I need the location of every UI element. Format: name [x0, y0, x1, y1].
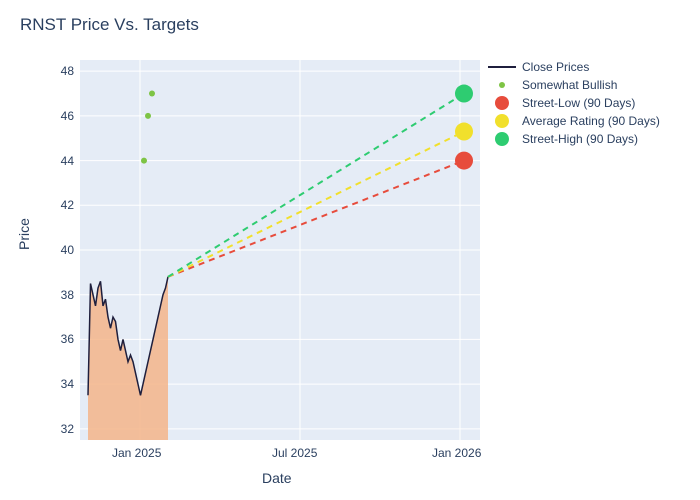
- legend-line-swatch: [488, 66, 516, 68]
- y-axis-label: Price: [16, 218, 32, 250]
- target-dots: [455, 85, 473, 170]
- plot-area: [80, 60, 480, 440]
- y-tick-label: 38: [61, 288, 74, 302]
- legend: Close Prices Somewhat Bullish Street-Low (…: [488, 60, 660, 150]
- y-tick-label: 46: [61, 109, 74, 123]
- legend-dot-swatch: [495, 132, 509, 146]
- legend-item[interactable]: Close Prices: [488, 60, 660, 74]
- legend-label: Average Rating (90 Days): [522, 114, 660, 128]
- legend-dot-swatch: [495, 96, 509, 110]
- y-tick-label: 34: [61, 377, 74, 391]
- legend-item[interactable]: Average Rating (90 Days): [488, 114, 660, 128]
- y-tick-label: 44: [61, 154, 74, 168]
- y-tick-label: 36: [61, 332, 74, 346]
- plot-svg: [80, 60, 480, 440]
- y-tick-label: 40: [61, 243, 74, 257]
- y-tick-label: 42: [61, 198, 74, 212]
- target-lines: [168, 94, 464, 277]
- chart-container: RNST Price Vs. Targets Price Date 32 34 36…: [0, 0, 700, 500]
- legend-label: Close Prices: [522, 60, 589, 74]
- bullish-dots: [141, 91, 155, 164]
- gridlines: [80, 60, 480, 440]
- x-tick-label: Jul 2025: [272, 446, 317, 460]
- x-axis-label: Date: [262, 470, 292, 486]
- chart-title: RNST Price Vs. Targets: [20, 15, 199, 35]
- legend-item[interactable]: Street-Low (90 Days): [488, 96, 660, 110]
- legend-item[interactable]: Somewhat Bullish: [488, 78, 660, 92]
- legend-dot-swatch: [495, 114, 509, 128]
- x-tick-label: Jan 2025: [112, 446, 161, 460]
- x-tick-label: Jan 2026: [432, 446, 481, 460]
- y-tick-label: 32: [61, 422, 74, 436]
- legend-item[interactable]: Street-High (90 Days): [488, 132, 660, 146]
- legend-label: Street-High (90 Days): [522, 132, 638, 146]
- legend-dot-swatch: [499, 82, 505, 88]
- legend-label: Street-Low (90 Days): [522, 96, 635, 110]
- y-tick-label: 48: [61, 64, 74, 78]
- legend-label: Somewhat Bullish: [522, 78, 617, 92]
